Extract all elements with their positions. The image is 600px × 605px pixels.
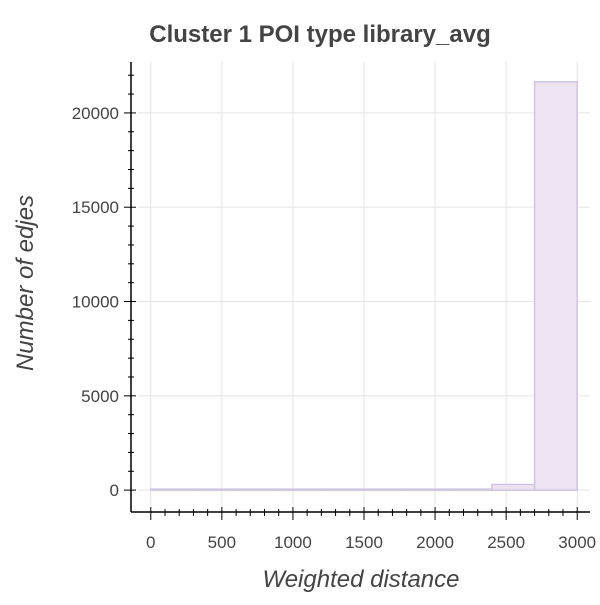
x-tick-label: 3000 [558,533,596,552]
y-tick-label: 0 [110,481,119,500]
chart-title: Cluster 1 POI type library_avg [149,21,490,48]
histogram-bar [150,488,195,491]
x-tick-label: 1000 [274,533,312,552]
y-tick-label: 20000 [72,104,119,123]
x-tick-label: 2500 [487,533,525,552]
x-tick-label: 500 [208,533,236,552]
grid-lines [138,62,590,509]
x-tick-label: 2000 [416,533,454,552]
x-tick-label: 1500 [345,533,383,552]
y-tick-label: 10000 [72,293,119,312]
histogram-bar [277,488,323,491]
y-tick-label: 5000 [81,387,119,406]
histogram-bars [150,81,578,491]
histogram-bar [448,488,493,491]
y-tick-label: 15000 [72,198,119,217]
x-tick-label: 0 [146,533,155,552]
x-axis-title: Weighted distance [262,566,459,593]
histogram-bar [491,483,536,491]
histogram-bar [363,488,408,491]
histogram-bar [235,488,280,491]
histogram-bar [405,488,451,491]
y-axis-title: Number of edjes [12,195,39,371]
histogram-bar [533,81,578,491]
histogram-bar [320,488,365,491]
axes: 0 5000 10000 15000 20000 0 500 1000 1500 2000 2500… [72,62,596,552]
histogram-bar [192,488,237,491]
